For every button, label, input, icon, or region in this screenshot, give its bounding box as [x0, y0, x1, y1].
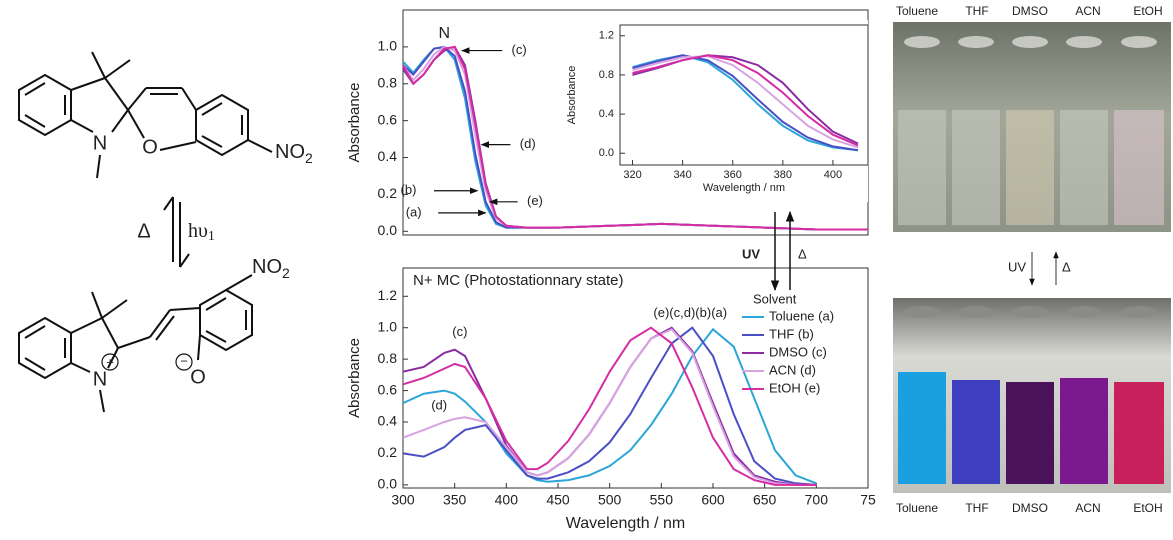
y-tick-label: 0.2 — [378, 444, 398, 460]
series-line — [402, 45, 868, 231]
legend-label: THF (b) — [769, 326, 814, 341]
atom-label: O — [142, 136, 158, 158]
photo-label: ACN — [1075, 4, 1100, 18]
y-axis-label: Absorbance — [346, 338, 363, 418]
y-tick-label: 0.8 — [378, 74, 398, 90]
x-tick-label: 700 — [805, 492, 829, 508]
legend-label: DMSO (c) — [769, 344, 827, 359]
thermal-label: Δ — [798, 246, 807, 261]
x-tick-label: 300 — [391, 492, 415, 508]
annotation: (e)(c,d)(b)(a) — [653, 305, 727, 320]
series-line — [402, 326, 817, 486]
y-tick-label: 0.4 — [378, 413, 398, 429]
substituent-sub: 2 — [282, 265, 290, 281]
uv-label: UV — [1008, 259, 1026, 274]
between-arrows: UV Δ — [742, 210, 807, 292]
legend-label: Toluene (a) — [769, 308, 834, 323]
substituent: NO2 — [275, 141, 313, 165]
y-tick-label: 0.0 — [378, 222, 398, 238]
photo-label: THF — [965, 4, 988, 18]
y-tick-label: 0.4 — [378, 148, 398, 164]
thermal-label: Δ — [1062, 259, 1071, 274]
photo-label: ACN — [1075, 501, 1100, 515]
annotation: (c) — [512, 42, 527, 57]
annotation: (c) — [452, 324, 467, 339]
x-tick-label: 450 — [546, 492, 570, 508]
x-tick-label: 360 — [724, 169, 742, 181]
x-tick-label: 600 — [701, 492, 725, 508]
photo-label: EtOH — [1133, 501, 1162, 515]
y-tick-label: 0.4 — [599, 108, 614, 120]
condition-text: hυ — [188, 220, 208, 242]
photo-label: EtOH — [1133, 4, 1162, 18]
y-tick-label: 1.2 — [599, 30, 614, 42]
x-tick-label: 320 — [623, 169, 641, 181]
x-tick-label: 75 — [860, 492, 876, 508]
x-tick-label: 650 — [753, 492, 777, 508]
photo-label: DMSO — [1012, 501, 1048, 515]
photo-label: Toluene — [896, 501, 938, 515]
charge: + — [106, 354, 114, 369]
plot-frame — [619, 24, 869, 166]
photo-label: Toluene — [896, 4, 938, 18]
photo-label: DMSO — [1012, 4, 1048, 18]
annotation: (e) — [527, 193, 543, 208]
x-tick-label: 550 — [650, 492, 674, 508]
condition: hυ1 — [188, 220, 215, 245]
y-tick-label: 1.0 — [378, 318, 398, 334]
y-tick-label: 1.2 — [378, 287, 398, 303]
plot-frame — [402, 267, 869, 489]
x-tick-label: 500 — [598, 492, 622, 508]
series-line — [632, 55, 859, 149]
y-tick-label: 0.0 — [378, 476, 398, 492]
y-tick-label: 0.8 — [378, 350, 398, 366]
atom-label: O — [190, 366, 206, 388]
series-line — [402, 326, 817, 486]
series-line — [402, 327, 817, 485]
charts: 0.0 0.2 0.4 0.6 0.8 1.0 Absorbance N (a) (b) (c) (d… — [346, 9, 876, 532]
x-tick-label: 380 — [774, 169, 792, 181]
series-line — [632, 54, 859, 147]
annotation: N — [439, 25, 451, 42]
atom-label: N — [93, 368, 107, 390]
y-tick-label: 0.0 — [599, 147, 614, 159]
substituent-text: NO — [252, 256, 282, 278]
y-tick-label: 1.0 — [378, 38, 398, 54]
legend-label: EtOH (e) — [769, 380, 820, 395]
uv-label: UV — [742, 246, 760, 261]
annotation: (a) — [406, 204, 422, 219]
annotation: (d) — [520, 136, 536, 151]
x-axis-label: Wavelength / nm — [566, 515, 685, 532]
charge: − — [180, 353, 188, 368]
series-line — [632, 54, 859, 152]
condition: Δ — [137, 220, 150, 242]
photo-label: THF — [965, 501, 988, 515]
x-tick-label: 400 — [824, 169, 842, 181]
substituent: NO2 — [252, 256, 290, 280]
substituent-text: NO — [275, 141, 305, 163]
series-line — [402, 328, 817, 486]
legend-label: ACN (d) — [769, 362, 816, 377]
x-tick-label: 350 — [443, 492, 467, 508]
substituent-sub: 2 — [305, 150, 313, 166]
y-axis-label: Absorbance — [346, 82, 363, 162]
x-axis-label: Wavelength / nm — [703, 182, 785, 194]
photos: UV Δ — [893, 22, 1171, 493]
condition-sub: 1 — [208, 229, 215, 244]
annotation: (b) — [401, 182, 417, 197]
y-tick-label: 0.8 — [599, 69, 614, 81]
chemical-scheme: N O NO2 Δ hυ1 N + O − NO2 — [18, 51, 313, 413]
annotation: (d) — [431, 398, 447, 413]
x-tick-label: 400 — [495, 492, 519, 508]
atom-label: N — [93, 132, 107, 154]
inset-background — [565, 20, 868, 202]
y-tick-label: 0.6 — [378, 381, 398, 397]
y-axis-label: Absorbance — [566, 66, 578, 125]
y-tick-label: 0.2 — [378, 185, 398, 201]
x-tick-label: 340 — [673, 169, 691, 181]
legend-title: Solvent — [753, 291, 797, 306]
chart-title: N+ MC (Photostationnary state) — [413, 272, 624, 289]
y-tick-label: 0.6 — [378, 111, 398, 127]
